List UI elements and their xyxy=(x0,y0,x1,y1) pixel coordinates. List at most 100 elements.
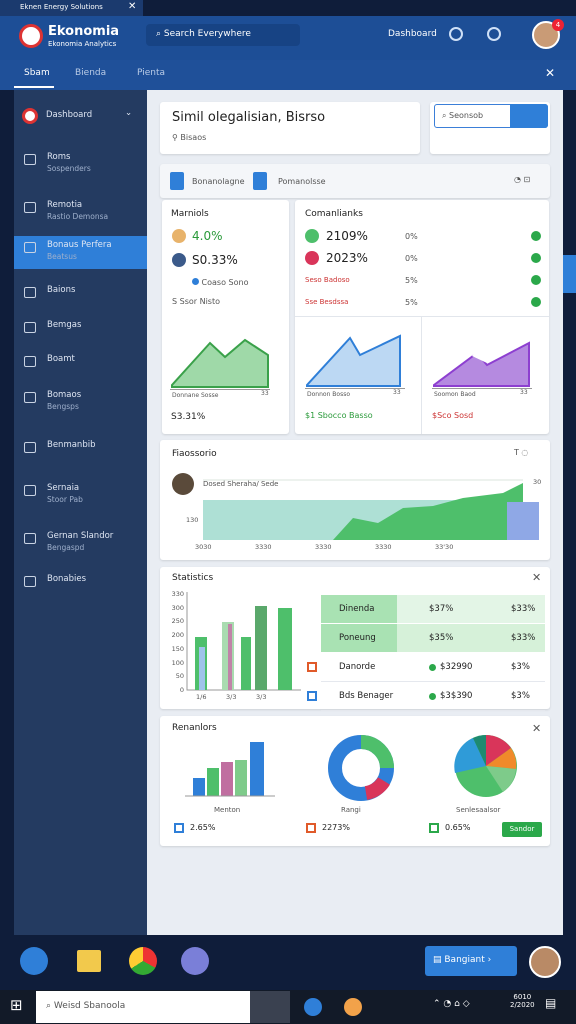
nav-label[interactable]: Bomaos xyxy=(47,390,82,400)
icon[interactable] xyxy=(449,27,463,41)
nav-icon xyxy=(24,356,36,367)
nav-icon xyxy=(24,322,36,333)
nav-icon xyxy=(24,576,36,587)
nav-label[interactable]: Remotia xyxy=(47,200,83,210)
cell: $33% xyxy=(511,604,536,614)
chart-footer: $Sco Sosd xyxy=(432,411,474,420)
toolbar xyxy=(160,164,550,198)
y-tick: 30 xyxy=(533,478,542,486)
close[interactable]: ✕ xyxy=(532,722,542,735)
app-icon[interactable] xyxy=(129,947,157,975)
tab-indicator xyxy=(14,86,54,88)
tray-icons[interactable]: ⌃ ◔ ⌂ ◇ xyxy=(433,999,470,1009)
nav-label[interactable]: Bonaus Perfera xyxy=(47,240,112,250)
toolbar-icon xyxy=(253,172,267,190)
check xyxy=(531,231,541,241)
y-tick: 0 xyxy=(179,685,184,694)
toolbar-icon xyxy=(170,172,184,190)
cell: $3% xyxy=(511,691,530,701)
header-link[interactable]: Dashboard xyxy=(388,29,437,39)
nav-sub: Rastio Demonsa xyxy=(47,212,109,221)
row-line xyxy=(321,681,545,682)
chart-footer: $1 Sbocco Basso xyxy=(305,411,373,420)
nav-sub: Bengsps xyxy=(47,402,79,411)
nav-label[interactable]: Benmanbib xyxy=(47,440,96,450)
nav-label[interactable]: Sernaia xyxy=(47,483,80,493)
y-tick: 300 xyxy=(171,603,184,612)
chevron[interactable]: ⌄ xyxy=(125,108,133,118)
row-value: 0% xyxy=(405,254,418,263)
start-button[interactable]: ⊞ xyxy=(10,996,23,1014)
dot xyxy=(305,229,319,243)
tab[interactable]: Pienta xyxy=(137,68,166,78)
statistics-title: Statistics xyxy=(172,573,214,583)
x-tick: 3/3 xyxy=(226,693,237,701)
x-tick: 3/3 xyxy=(256,693,267,701)
row-icon xyxy=(307,662,317,672)
taskbar-icon[interactable] xyxy=(344,998,362,1016)
chart-caption: Donnane Sosse xyxy=(172,392,219,399)
cell: Poneung xyxy=(339,633,376,643)
tab[interactable]: Sbam xyxy=(24,68,50,78)
date: 2/2020 xyxy=(510,1001,535,1009)
app-icon[interactable] xyxy=(20,947,48,975)
row-bg xyxy=(321,595,397,623)
badge: 4 xyxy=(552,19,564,31)
forecast-actions[interactable]: T ◌ xyxy=(514,448,529,457)
sidebar-header[interactable]: Dashboard xyxy=(46,110,93,120)
dock-button[interactable]: ▤ Bangiant › xyxy=(425,946,517,976)
area-chart xyxy=(433,341,530,387)
check xyxy=(531,275,541,285)
dot xyxy=(429,664,436,671)
footer-icon xyxy=(306,823,316,833)
taskbar-search[interactable] xyxy=(36,991,250,1023)
x-tick: 3030 xyxy=(195,543,212,551)
metric-row-text: Coaso Sono xyxy=(201,278,249,287)
toolbar-actions[interactable]: ◔ ⊡ xyxy=(514,175,531,184)
chart-caption: Soomon Baod xyxy=(434,391,476,398)
nav-label[interactable]: Boamt xyxy=(47,354,75,364)
nav-label[interactable]: Gernan Slandor xyxy=(47,531,114,541)
donut-chart xyxy=(328,735,394,801)
close[interactable]: ✕ xyxy=(532,571,542,584)
taskbar-icon[interactable] xyxy=(250,991,290,1023)
search-button[interactable] xyxy=(510,104,548,128)
active-item[interactable] xyxy=(14,236,147,269)
y-tick: 150 xyxy=(171,644,184,653)
avatar xyxy=(172,253,186,267)
row-value: 5% xyxy=(405,276,418,285)
notifications[interactable]: ▤ xyxy=(545,996,557,1010)
nav-label[interactable]: Bonabies xyxy=(47,574,87,584)
nav-label[interactable]: Roms xyxy=(47,152,71,162)
close-tab[interactable]: ✕ xyxy=(545,66,556,80)
close-window[interactable]: ✕ xyxy=(128,1,137,12)
icon[interactable] xyxy=(487,27,501,41)
logo xyxy=(19,24,43,48)
nav-label[interactable]: Baions xyxy=(47,285,76,295)
axis xyxy=(170,389,270,390)
sidebar-logo xyxy=(22,108,38,124)
chart-tick: 33 xyxy=(261,390,269,397)
app-icon[interactable] xyxy=(77,950,101,972)
nav-icon xyxy=(24,287,36,298)
check xyxy=(531,297,541,307)
avatar[interactable] xyxy=(529,946,561,978)
nav-label[interactable]: Bemgas xyxy=(47,320,82,330)
metrics-link[interactable]: S Ssor Nisto xyxy=(172,297,220,306)
row-label: 2109% xyxy=(326,229,368,243)
chart-caption: Rangi xyxy=(341,806,361,814)
cell: $33% xyxy=(511,633,536,643)
time: 6010 xyxy=(513,993,532,1001)
app-icon[interactable] xyxy=(181,947,209,975)
taskbar-icon[interactable] xyxy=(304,998,322,1016)
x-tick: 3330 xyxy=(255,543,272,551)
tab[interactable]: Bienda xyxy=(75,68,107,78)
dot xyxy=(305,251,319,265)
search-box[interactable] xyxy=(146,24,300,46)
chart-caption: Donnon Bosso xyxy=(307,391,350,398)
scroll-tab[interactable] xyxy=(563,255,576,293)
reports-button[interactable]: Sandor xyxy=(502,822,542,837)
nav-icon xyxy=(24,242,36,253)
metrics-footer: S3.31% xyxy=(171,412,206,422)
toolbar-button[interactable]: Bonanolagne xyxy=(192,177,245,186)
